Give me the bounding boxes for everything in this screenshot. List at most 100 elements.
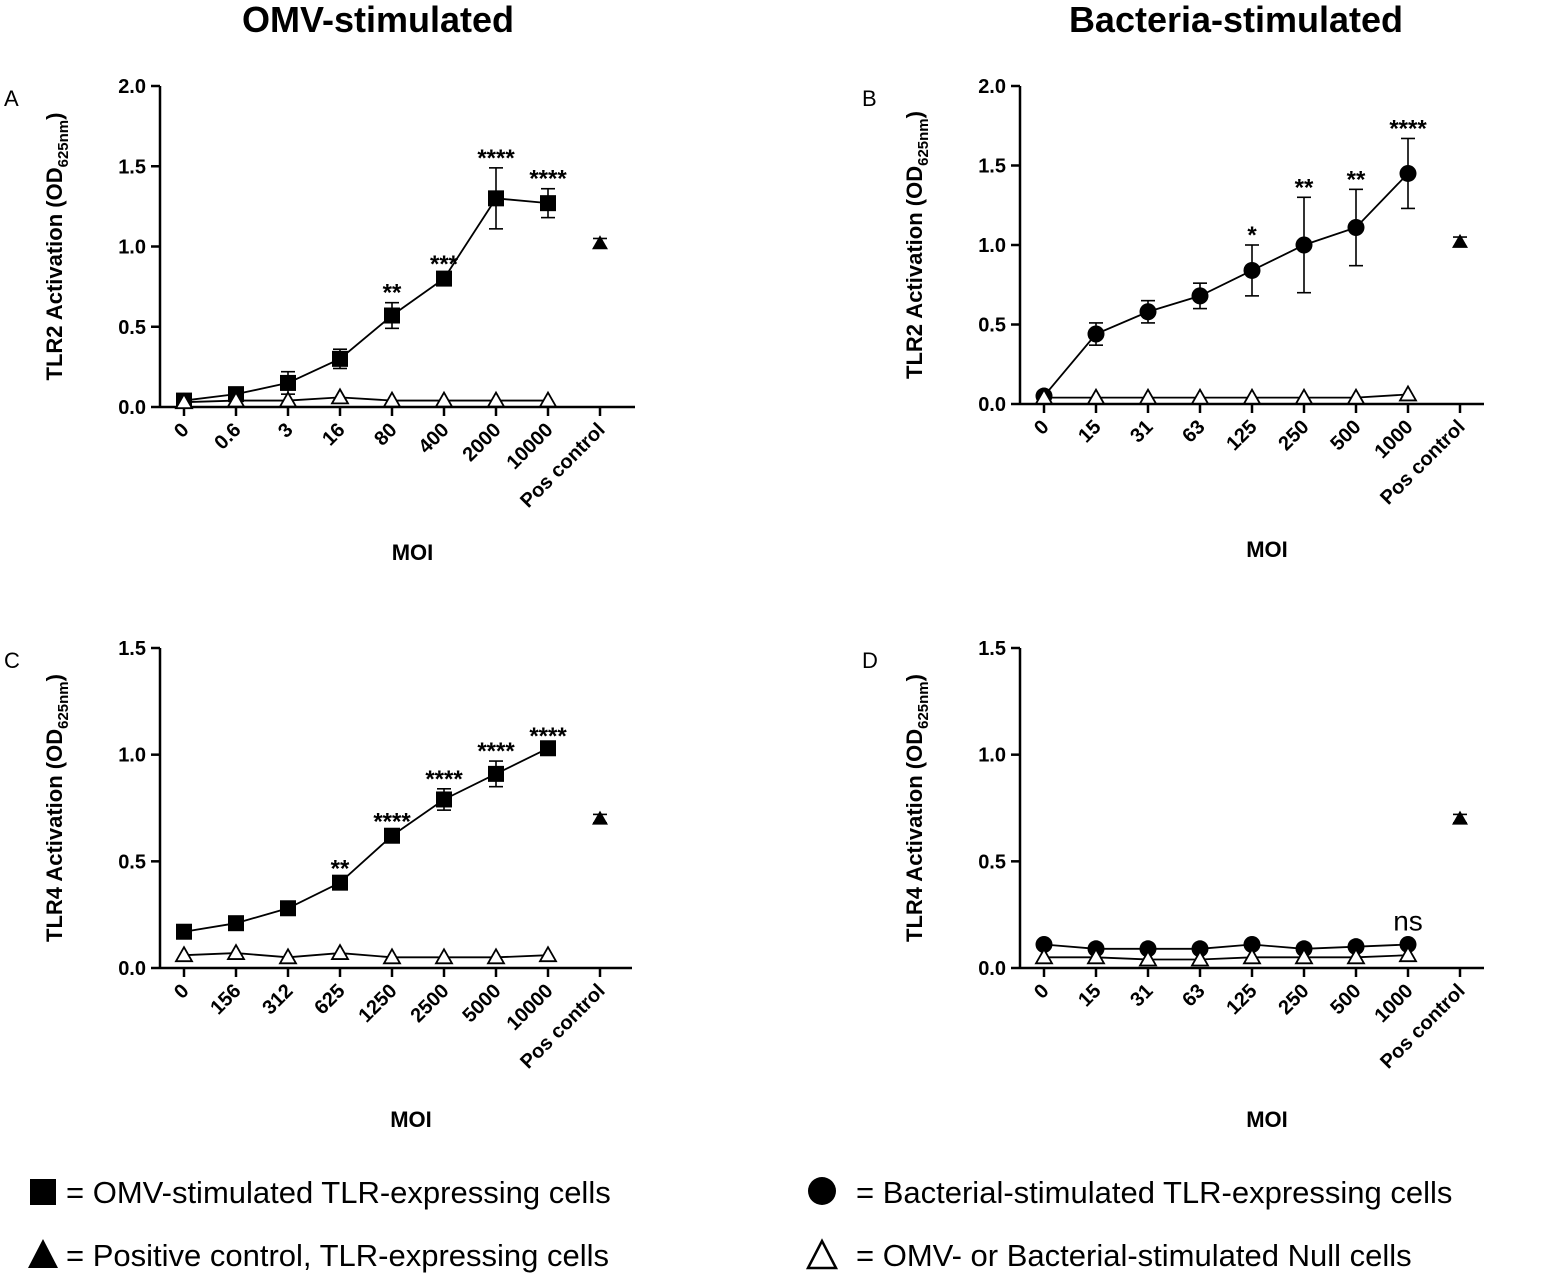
series-circle: [1035, 137, 1417, 405]
x-tick-label: 3: [274, 419, 297, 442]
y-axis-label-subscript: 625nm: [55, 681, 72, 729]
data-point-square: [280, 900, 296, 917]
y-tick-label: 1.5: [118, 156, 146, 178]
series-line: [1044, 393, 1409, 399]
y-tick-label: 1.0: [118, 745, 146, 767]
data-point-triangle-open: [1138, 949, 1158, 967]
data-point-triangle-filled: [592, 810, 608, 825]
panel-letter-a: A: [4, 86, 19, 111]
data-point-triangle-open: [330, 387, 350, 405]
y-axis-label: TLR4 Activation (OD625nm): [42, 674, 72, 942]
panel-letter-d: D: [862, 648, 878, 673]
data-point-square: [228, 915, 244, 932]
significance-label: ****: [529, 723, 567, 750]
y-tick-label: 1.0: [978, 235, 1006, 257]
column-title-omv: OMV-stimulated: [242, 0, 514, 40]
legend-text-bacterial: = Bacterial-stimulated TLR-expressing ce…: [856, 1175, 1452, 1210]
x-tick-label: 156: [206, 980, 245, 1019]
data-point-triangle-open: [434, 390, 454, 408]
series-line: [1043, 172, 1409, 397]
data-point-triangle-open: [1294, 947, 1314, 965]
x-tick-label: 15: [1074, 980, 1105, 1011]
data-point-triangle-open: [1346, 947, 1366, 965]
legend-item-positive-control: = Positive control, TLR-expressing cells: [28, 1238, 609, 1273]
series-triangle-filled: [592, 235, 608, 250]
y-tick-label: 2.0: [978, 76, 1006, 98]
y-axis-label: TLR4 Activation (OD625nm): [902, 674, 932, 942]
x-tick-label: 312: [258, 980, 297, 1019]
data-point-triangle-open: [434, 947, 454, 965]
x-tick-label: 625: [310, 980, 349, 1019]
data-point-triangle-open: [382, 947, 402, 965]
x-tick-label: 31: [1126, 416, 1157, 447]
data-point-circle: [1139, 940, 1157, 958]
x-tick-label: 31: [1126, 980, 1157, 1011]
data-point-triangle-open: [1034, 947, 1054, 965]
data-point-triangle-open: [1034, 387, 1054, 405]
x-tick-label: 0: [1030, 980, 1053, 1003]
column-title-bacteria: Bacteria-stimulated: [1069, 0, 1403, 40]
x-axis-label: MOI: [1246, 537, 1288, 562]
data-point-triangle-open: [1190, 387, 1210, 405]
significance-label: ****: [477, 738, 515, 765]
data-point-square: [384, 307, 400, 324]
series-triangle-filled: [592, 810, 608, 825]
y-tick-label: 1.0: [118, 237, 146, 259]
data-point-circle: [1399, 936, 1417, 954]
data-point-triangle-open: [1398, 945, 1418, 963]
series-square: [176, 740, 556, 940]
data-point-circle: [1399, 164, 1417, 182]
x-tick-label: 0: [170, 980, 193, 1003]
data-point-circle: [1295, 236, 1313, 254]
y-tick-label: 1.5: [118, 638, 146, 660]
y-axis-label-close: ): [902, 674, 927, 681]
data-point-triangle-open: [278, 390, 298, 408]
y-axis-label-subscript: 625nm: [915, 681, 932, 729]
series-line: [1044, 954, 1409, 961]
legend: = OMV-stimulated TLR-expressing cells = …: [28, 1175, 1452, 1273]
data-point-triangle-open: [1294, 387, 1314, 405]
significance-label: ***: [430, 251, 459, 278]
x-tick-label: 15: [1074, 416, 1105, 447]
data-point-circle: [1191, 940, 1209, 958]
circle-marker-icon: [808, 1177, 836, 1205]
significance-label: ****: [529, 166, 567, 193]
y-tick-label: 1.5: [978, 638, 1006, 660]
data-point-circle: [1347, 219, 1365, 237]
y-axis-label: TLR2 Activation (OD625nm): [42, 113, 72, 381]
significance-label: ****: [373, 808, 411, 835]
data-point-square: [488, 190, 504, 207]
square-marker-icon: [30, 1179, 56, 1205]
series-triangle-open: [174, 387, 558, 410]
x-tick-label: 125: [1222, 980, 1261, 1019]
y-tick-label: 1.0: [978, 745, 1006, 767]
x-tick-label: 1250: [355, 980, 402, 1027]
x-tick-label: 125: [1222, 416, 1261, 455]
series-triangle-open: [174, 943, 558, 965]
y-axis-label-main: TLR4 Activation (OD: [42, 729, 67, 942]
y-tick-label: 0.5: [978, 851, 1006, 873]
x-tick-label: 2500: [407, 980, 454, 1027]
x-tick-label: 2000: [459, 419, 506, 466]
series-line: [183, 197, 549, 402]
data-point-triangle-open: [1242, 947, 1262, 965]
data-point-triangle-open: [1086, 387, 1106, 405]
data-point-triangle-open: [278, 947, 298, 965]
data-point-triangle-open: [1242, 387, 1262, 405]
panel-letter-c: C: [4, 648, 20, 673]
y-axis-label-main: TLR4 Activation (OD: [902, 729, 927, 942]
x-tick-label: 250: [1274, 416, 1313, 455]
data-point-square: [176, 923, 192, 940]
data-point-circle: [1191, 287, 1209, 305]
series-triangle-filled: [1452, 810, 1468, 825]
x-tick-label: 1000: [1371, 980, 1418, 1027]
y-axis-label-close: ): [902, 111, 927, 118]
data-point-circle: [1139, 303, 1157, 321]
data-point-circle: [1347, 938, 1365, 956]
chart-panel-b: B0.00.51.01.52.00 15 31 63 125 250 500 1000Pos …: [862, 76, 1484, 562]
y-axis-label-subscript: 625nm: [55, 120, 72, 168]
open-triangle-marker-icon: [805, 1238, 839, 1270]
x-tick-label: 63: [1178, 980, 1209, 1011]
chart-panel-c: C0.00.51.01.50 156 312 625 1250 2500 500010000…: [4, 638, 632, 1132]
